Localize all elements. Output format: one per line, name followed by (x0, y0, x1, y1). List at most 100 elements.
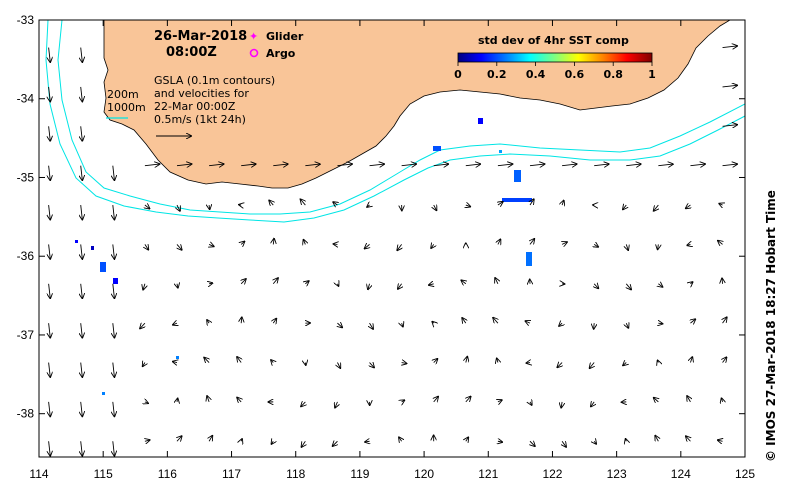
velocity-vector (465, 164, 480, 166)
colorbar-tick-label: 0.2 (487, 68, 507, 81)
velocity-vector (402, 363, 407, 364)
velocity-vector (305, 164, 319, 166)
velocity-vector (690, 319, 695, 323)
velocity-vector (81, 441, 83, 455)
velocity-vector (690, 164, 704, 166)
x-tick-label: 121 (478, 467, 498, 481)
velocity-vector (81, 323, 83, 337)
velocity-vector (81, 86, 83, 101)
colorbar (457, 52, 653, 63)
colorbar-ticks: 0 0.2 0.4 0.6 0.8 1 (454, 62, 656, 81)
velocity-vector (686, 205, 691, 208)
velocity-vector (434, 205, 437, 210)
colorbar-tick-label: 0.6 (565, 68, 585, 81)
velocity-vector (209, 283, 212, 284)
velocity-vector (434, 359, 438, 363)
velocity-vector (143, 363, 145, 367)
velocity-vector (49, 362, 51, 377)
velocity-vector (722, 85, 737, 87)
velocity-vector (49, 204, 51, 219)
velocity-vector (269, 200, 273, 205)
velocity-vector (687, 396, 690, 403)
velocity-vector (461, 280, 465, 283)
velocity-vector (304, 240, 306, 245)
velocity-vector (49, 323, 51, 337)
velocity-vector (81, 283, 83, 298)
velocity-vector (402, 400, 405, 402)
velocity-vector (273, 319, 276, 323)
velocity-vector (113, 323, 115, 337)
velocity-vector (530, 441, 535, 446)
velocity-vector (432, 322, 433, 323)
velocity-vector (335, 401, 337, 408)
argo-label: Argo (266, 47, 296, 60)
velocity-vector (562, 242, 567, 244)
velocity-vector (145, 402, 148, 403)
velocity-vector (143, 283, 145, 290)
sst-anomaly-patch (176, 356, 179, 359)
velocity-vector (113, 283, 115, 298)
velocity-vector (690, 282, 692, 284)
colorbar-tick-label: 0.4 (526, 68, 546, 81)
y-tick-label: -34 (17, 92, 35, 106)
sst-anomaly-patch (102, 392, 105, 395)
velocity-vector (626, 164, 640, 166)
velocity-vector (333, 441, 338, 446)
velocity-vector (207, 396, 209, 403)
velocity-vector (658, 164, 672, 166)
velocity-vector (302, 440, 306, 447)
velocity-vector (687, 244, 690, 245)
velocity-vector (493, 318, 498, 323)
velocity-vector (654, 398, 659, 402)
velocity-vector (113, 165, 115, 180)
sst-anomaly-patch (478, 118, 483, 124)
velocity-vector (81, 204, 83, 219)
velocity-vector (723, 357, 727, 362)
velocity-vector (113, 362, 115, 377)
sst-anomaly-patch (526, 252, 532, 266)
x-tick-label: 125 (735, 467, 755, 481)
velocity-vector (145, 244, 148, 249)
sst-anomaly-patch (502, 198, 532, 202)
velocity-vector (273, 164, 287, 166)
velocity-vector (369, 164, 384, 166)
velocity-vector (271, 360, 273, 362)
velocity-vector (433, 164, 448, 166)
velocity-vector (498, 441, 502, 442)
velocity-vector (623, 205, 626, 209)
velocity-vector (722, 125, 737, 127)
velocity-vector (658, 323, 662, 324)
isobath-label-1000m: 1000m (107, 101, 146, 114)
velocity-vector (722, 46, 737, 48)
velocity-vector (562, 164, 576, 166)
map-date: 26-Mar-2018 (154, 29, 247, 44)
velocity-vector (401, 164, 416, 166)
y-tick-label: -38 (17, 407, 35, 421)
velocity-vector (333, 202, 337, 205)
velocity-vector (337, 363, 340, 369)
velocity-vector (177, 399, 178, 402)
velocity-vector (498, 400, 502, 402)
y-tick-label: -33 (17, 13, 35, 27)
velocity-vector (113, 244, 115, 258)
colorbar-tick-label: 1 (648, 68, 656, 81)
velocity-vector (626, 439, 627, 441)
sst-anomaly-patch (113, 278, 118, 284)
velocity-vector (498, 239, 500, 244)
velocity-vector (530, 199, 534, 206)
x-tick-label: 117 (222, 467, 241, 481)
velocity-vector (173, 362, 177, 363)
velocity-vector (81, 244, 83, 258)
velocity-vector (466, 437, 468, 441)
y-tick-label: -37 (17, 328, 35, 342)
velocity-vector (49, 441, 51, 455)
gsla-note-line2: and velocities for (154, 87, 249, 100)
map-time: 08:00Z (166, 45, 217, 60)
velocity-vector (434, 397, 438, 402)
velocity-vector (204, 358, 209, 363)
velocity-vector (402, 323, 403, 326)
velocity-vector (49, 283, 51, 298)
velocity-vector (398, 284, 402, 289)
velocity-vector (718, 241, 723, 245)
